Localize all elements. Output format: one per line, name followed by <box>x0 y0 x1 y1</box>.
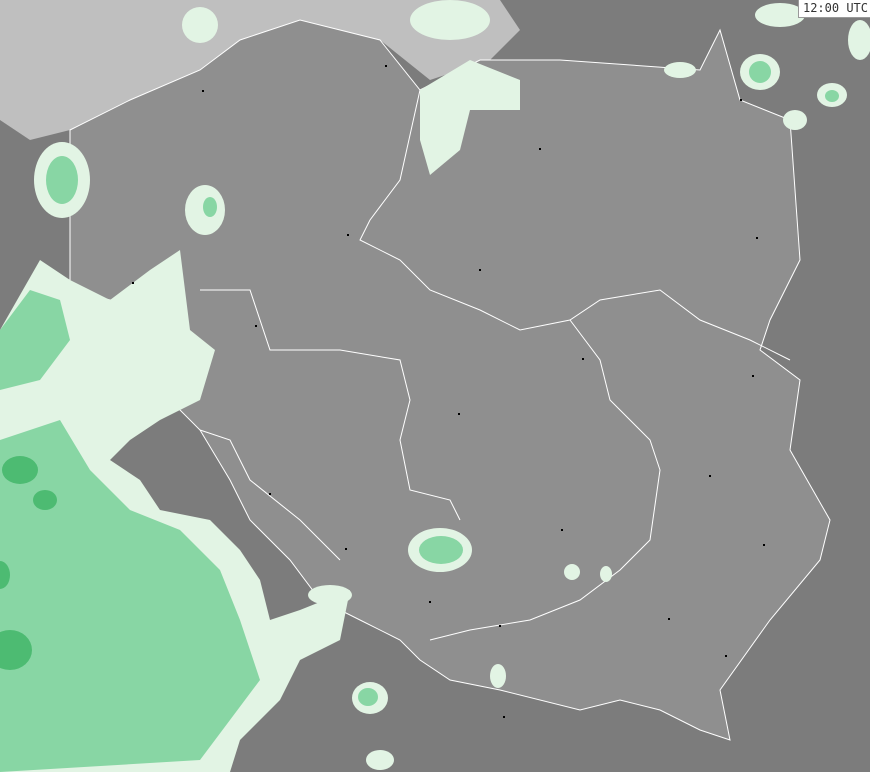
city-markers <box>132 65 765 718</box>
baltic-sea <box>0 0 520 140</box>
precipitation-heavy <box>0 456 57 670</box>
time-label: 12:00 UTC <box>797 0 870 18</box>
precipitation-medium <box>0 61 839 772</box>
poland <box>69 19 831 741</box>
internal-borders <box>199 89 791 641</box>
